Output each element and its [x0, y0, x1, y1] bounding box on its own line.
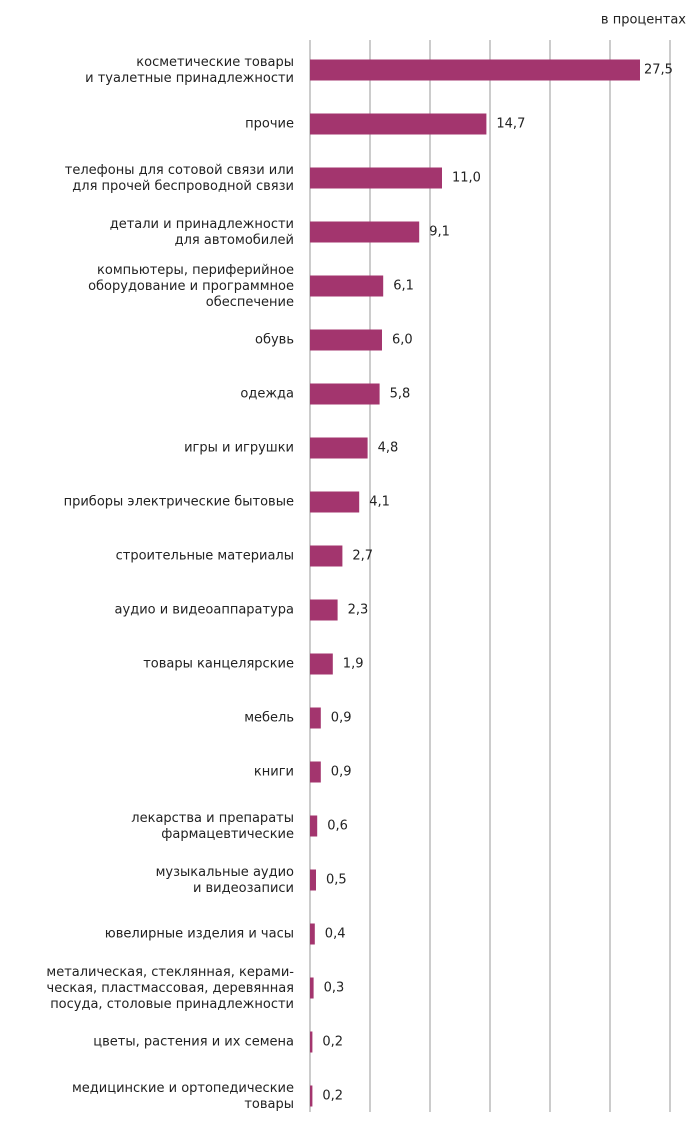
bar: [310, 491, 360, 513]
bar: [310, 977, 314, 999]
bar: [310, 383, 380, 405]
value-label: 0,3: [324, 981, 345, 996]
bar: [310, 437, 368, 459]
value-label: 0,4: [325, 927, 346, 942]
value-label: 0,2: [322, 1089, 343, 1104]
value-label: 9,1: [429, 225, 450, 240]
bar: [310, 329, 382, 351]
category-label: металическая, стеклянная, керами-ческая,…: [46, 965, 294, 1012]
category-label: компьютеры, периферийное оборудование и п…: [88, 263, 294, 310]
category-label: товары канцелярские: [143, 657, 294, 672]
bar: [310, 275, 384, 297]
category-label: ювелирные изделия и часы: [105, 927, 294, 942]
bar: [310, 545, 343, 567]
bar: [310, 923, 315, 945]
bar: [310, 707, 321, 729]
category-label: лекарства и препараты фармацевтические: [131, 811, 294, 842]
bar: [310, 653, 333, 675]
value-label: 0,6: [327, 819, 348, 834]
category-label: детали и принадлежности для автомобилей: [110, 217, 294, 248]
category-label: цветы, растения и их семена: [93, 1035, 294, 1050]
bar: [310, 167, 442, 189]
value-label: 1,9: [343, 657, 364, 672]
chart-subtitle: в процентах: [601, 13, 686, 28]
category-label: игры и игрушки: [184, 441, 294, 456]
value-label: 2,3: [348, 603, 369, 618]
bar: [310, 599, 338, 621]
category-label: музыкальные аудио и видеозаписи: [156, 865, 294, 896]
category-label: медицинские и ортопедические товары: [72, 1081, 294, 1112]
bar: [310, 113, 487, 135]
value-label: 5,8: [390, 387, 411, 402]
category-label: мебель: [244, 711, 294, 726]
bar: [310, 221, 420, 243]
value-label: 0,9: [331, 711, 352, 726]
bar: [310, 761, 321, 783]
category-label: книги: [254, 765, 294, 780]
value-label: 4,1: [369, 495, 390, 510]
category-label: косметические товары и туалетные принадле…: [85, 55, 294, 86]
value-label: 4,8: [378, 441, 399, 456]
value-label: 6,0: [392, 333, 413, 348]
value-label: 27,5: [644, 63, 673, 78]
value-label: 0,5: [326, 873, 347, 888]
category-label: приборы электрические бытовые: [64, 495, 294, 510]
bar: [310, 1031, 313, 1053]
value-label: 11,0: [452, 171, 481, 186]
bar: [310, 1085, 313, 1107]
category-label: обувь: [255, 333, 294, 348]
category-label: аудио и видеоаппаратура: [115, 603, 294, 618]
bar: [310, 59, 640, 81]
category-label: прочие: [245, 117, 294, 132]
value-label: 14,7: [496, 117, 525, 132]
bar: [310, 815, 318, 837]
category-label: телефоны для сотовой связи или для прочей…: [65, 163, 294, 194]
value-label: 0,9: [331, 765, 352, 780]
category-label: одежда: [240, 387, 294, 402]
value-label: 2,7: [352, 549, 373, 564]
category-label: строительные материалы: [116, 549, 294, 564]
value-label: 0,2: [322, 1035, 343, 1050]
value-label: 6,1: [393, 279, 414, 294]
bar: [310, 869, 316, 891]
